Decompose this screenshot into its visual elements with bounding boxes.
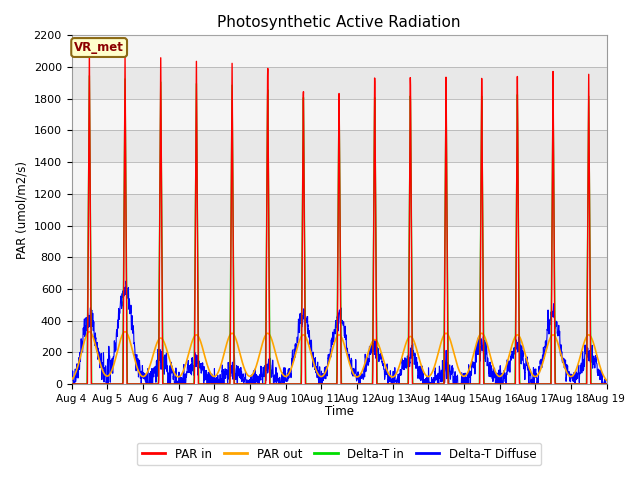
Legend: PAR in, PAR out, Delta-T in, Delta-T Diffuse: PAR in, PAR out, Delta-T in, Delta-T Dif… — [137, 443, 541, 465]
Bar — [72, 162, 607, 194]
Bar — [72, 257, 607, 289]
Bar — [72, 194, 607, 226]
Bar — [72, 131, 607, 162]
Bar — [72, 321, 607, 352]
Bar — [72, 67, 607, 99]
Text: VR_met: VR_met — [74, 41, 124, 54]
Title: Photosynthetic Active Radiation: Photosynthetic Active Radiation — [218, 15, 461, 30]
Bar — [72, 226, 607, 257]
Bar — [72, 352, 607, 384]
X-axis label: Time: Time — [324, 405, 353, 418]
Bar — [72, 99, 607, 131]
Bar — [72, 289, 607, 321]
Y-axis label: PAR (umol/m2/s): PAR (umol/m2/s) — [15, 161, 28, 259]
Bar — [72, 36, 607, 67]
